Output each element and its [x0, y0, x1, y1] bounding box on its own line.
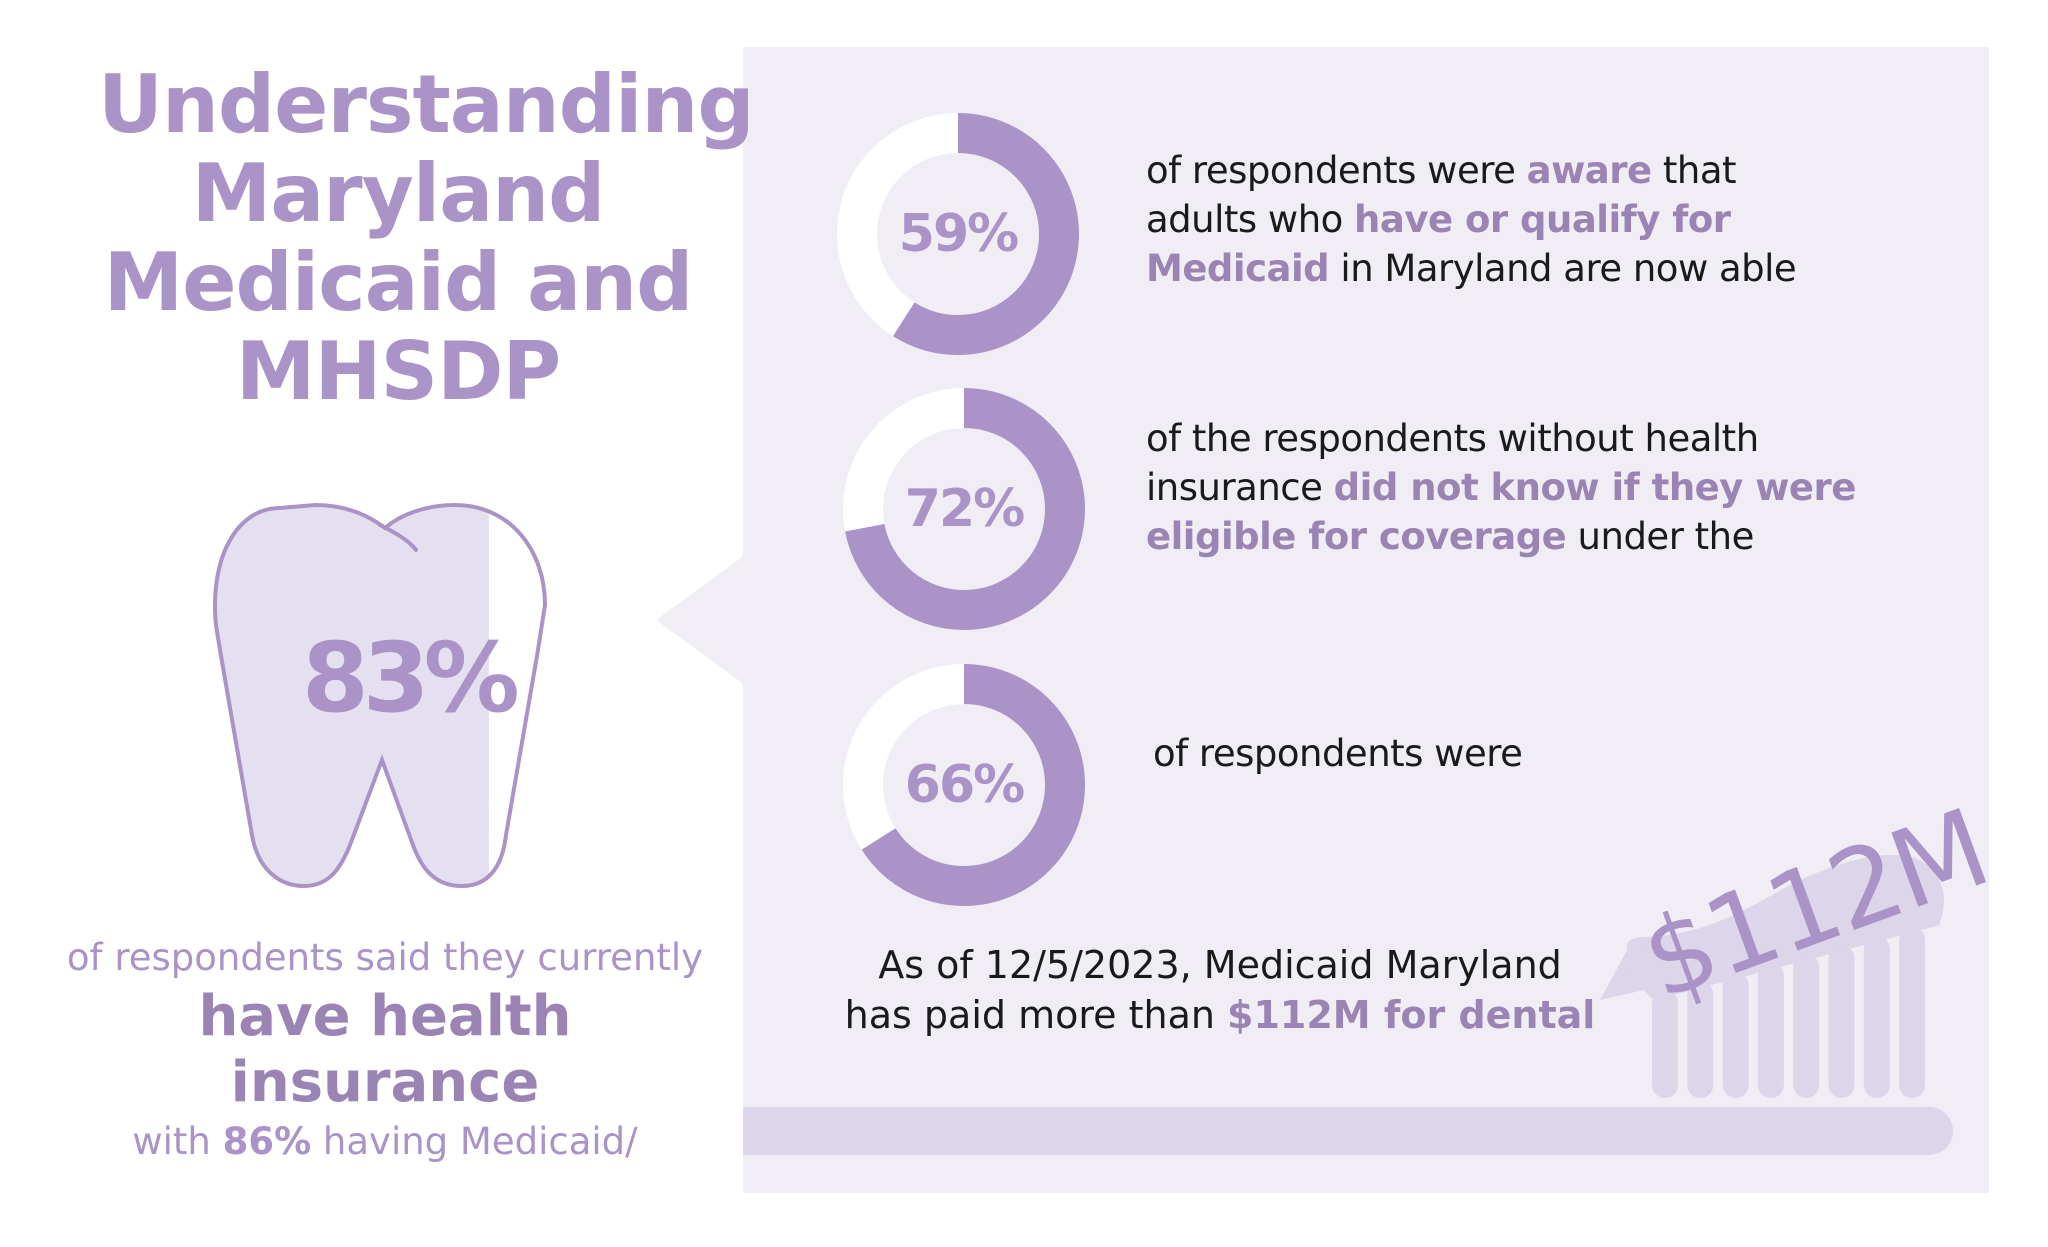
stat-line: of the respondents without health: [1146, 414, 1856, 463]
stat-highlight: have or qualify for: [1354, 198, 1731, 241]
tooth-icon: [212, 502, 548, 889]
caption-emphasis: have health insurance: [198, 984, 572, 1115]
stat-text: adults who: [1146, 198, 1355, 241]
stat-text-respondents: of respondents were: [1153, 729, 1523, 778]
toothbrush-bristle: [1899, 927, 1926, 1098]
tooth-percent: 83%: [302, 622, 520, 734]
stat-text: insurance: [1146, 466, 1334, 509]
title-line: Medicaid and: [103, 236, 694, 329]
stat-highlight: eligible for coverage: [1146, 515, 1567, 558]
dental-line: has paid more than $112M for dental: [820, 990, 1620, 1040]
stat-highlight: did not know if they were: [1333, 466, 1857, 509]
stat-text: of respondents were: [1153, 732, 1523, 775]
stat-text: of respondents were: [1146, 149, 1527, 192]
stat-text: that: [1651, 149, 1737, 192]
stat-highlight: aware: [1526, 149, 1652, 192]
toothbrush-bristle: [1828, 945, 1855, 1098]
page-title: Understanding Maryland Medicaid and MHSD…: [98, 58, 755, 418]
stat-text-eligibility: of the respondents without health insuran…: [1146, 414, 1856, 561]
dental-line: As of 12/5/2023, Medicaid Maryland: [878, 943, 1562, 987]
toothbrush-bristle: [1757, 963, 1784, 1098]
dental-highlight: $112M for dental: [1227, 993, 1596, 1037]
stat-text: in Maryland are now able: [1329, 247, 1797, 290]
stat-text-awareness: of respondents were aware that adults who…: [1146, 146, 1797, 293]
stat-line: eligible for coverage under the: [1146, 512, 1856, 561]
title-line: Maryland: [191, 147, 606, 240]
toothbrush-bristle: [1652, 990, 1678, 1098]
toothbrush-bristle: [1722, 972, 1749, 1098]
stat-text: under the: [1566, 515, 1755, 558]
toothbrush-bristle: [1793, 954, 1820, 1098]
stat-line: Medicaid in Maryland are now able: [1146, 244, 1797, 293]
donut-label-72: 72%: [904, 479, 1025, 539]
donut-arc: [843, 664, 1085, 906]
caption-text: having Medicaid/: [311, 1120, 638, 1163]
toothbrush-bristle: [1687, 981, 1714, 1098]
dental-spend-text: As of 12/5/2023, Medicaid Maryland has p…: [820, 940, 1620, 1040]
stat-text: of the respondents without health: [1146, 417, 1759, 460]
caption-line: with 86% having Medicaid/: [40, 1116, 730, 1168]
insurance-caption: of respondents said they currently have …: [40, 932, 730, 1168]
donut-arc: [843, 388, 1085, 630]
stat-line: adults who have or qualify for: [1146, 195, 1796, 244]
donut-arc: [837, 113, 1079, 355]
stat-line: insurance did not know if they were: [1146, 463, 1856, 512]
stat-line: of respondents were: [1153, 729, 1523, 778]
caption-line: of respondents said they currently: [66, 936, 704, 979]
stat-line: of respondents were aware that: [1146, 146, 1796, 195]
toothbrush-bristle: [1863, 936, 1890, 1098]
dental-text: has paid more than: [844, 993, 1228, 1037]
caption-text: with: [132, 1120, 223, 1163]
donut-label-66: 66%: [904, 755, 1025, 815]
title-line: MHSDP: [235, 325, 561, 418]
donut-label-59: 59%: [898, 204, 1019, 264]
stat-highlight: Medicaid: [1146, 247, 1330, 290]
caption-bold: 86%: [222, 1120, 312, 1163]
title-line: Understanding: [98, 58, 755, 151]
